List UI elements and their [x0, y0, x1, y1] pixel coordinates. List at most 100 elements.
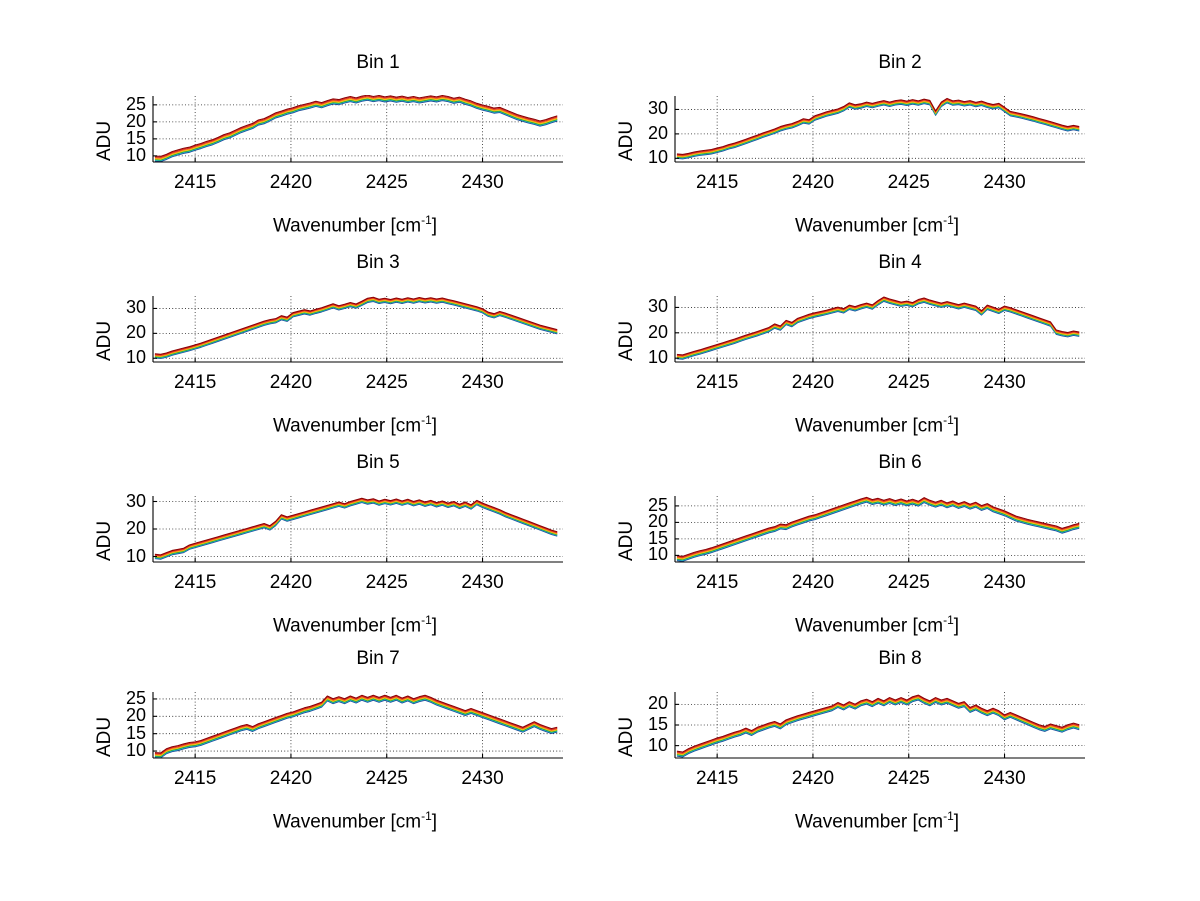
series-line [154, 299, 558, 358]
series-line [676, 300, 1080, 360]
series-line [154, 497, 558, 556]
subplot-title: Bin 2 [878, 52, 922, 73]
series-line [154, 698, 558, 758]
plot-axes [152, 295, 564, 363]
series-line [154, 697, 558, 757]
series-line [154, 296, 558, 355]
y-tick-label: 20 [647, 511, 668, 532]
plot-axes [152, 495, 564, 563]
x-tick-label: 2415 [174, 768, 217, 789]
series-line [154, 500, 558, 559]
x-axis-label: Wavenumber [cm-1] [272, 413, 438, 437]
x-tick-label: 2415 [174, 372, 217, 393]
x-tick-label: 2430 [983, 172, 1026, 193]
y-tick-label: 20 [647, 122, 668, 143]
x-tick-label: 2430 [983, 372, 1026, 393]
x-tick-label: 2430 [461, 172, 504, 193]
plot-axes [674, 95, 1086, 163]
series-line [676, 298, 1080, 358]
x-tick-label: 2425 [365, 172, 408, 193]
y-tick-label: 10 [647, 734, 668, 755]
series-line [676, 699, 1080, 758]
y-tick-label: 10 [647, 347, 668, 368]
series-line [154, 695, 558, 755]
y-tick-label: 10 [125, 545, 146, 566]
series-line [676, 497, 1080, 558]
series-line [154, 95, 558, 157]
x-tick-label: 2420 [269, 372, 313, 393]
series-line [154, 99, 558, 163]
x-tick-label: 2420 [791, 372, 835, 393]
series-line [154, 499, 558, 558]
y-tick-label: 10 [647, 147, 668, 168]
x-tick-label: 2420 [791, 768, 835, 789]
subplot-title: Bin 7 [356, 648, 400, 669]
series-line [676, 501, 1080, 562]
plot-axes [674, 295, 1086, 363]
series-line [676, 98, 1080, 156]
series-line [676, 697, 1080, 756]
x-axis-label: Wavenumber [cm-1] [272, 613, 438, 637]
y-tick-label: 25 [125, 687, 146, 708]
x-tick-label: 2415 [696, 372, 739, 393]
y-tick-label: 15 [125, 722, 146, 743]
series-line [154, 502, 558, 560]
series-line [154, 98, 558, 161]
series-line [676, 100, 1080, 158]
subplot-panel: Bin 5 ADU Wavenumber [cm-1] 10 20 30 2415 2420 2… [78, 452, 678, 652]
subplot-panel: Bin 7 ADU Wavenumber [cm-1] 10 15 20 25 2415 242… [78, 648, 678, 863]
subplot-panel: Bin 3 ADU Wavenumber [cm-1] 10 20 30 2415 2420 2… [78, 252, 678, 452]
y-tick-label: 20 [125, 322, 146, 343]
x-axis-label: Wavenumber [cm-1] [794, 213, 960, 237]
x-axis-label: Wavenumber [cm-1] [272, 809, 438, 833]
subplot-title: Bin 4 [878, 252, 922, 273]
series-line [676, 299, 1080, 359]
series-line [676, 298, 1080, 357]
x-tick-label: 2430 [461, 768, 504, 789]
series-line [676, 498, 1080, 559]
y-tick-label: 20 [647, 321, 668, 342]
x-tick-label: 2425 [365, 372, 408, 393]
x-tick-label: 2425 [365, 768, 408, 789]
y-tick-label: 20 [125, 110, 146, 131]
series-line [154, 696, 558, 756]
x-tick-label: 2415 [696, 572, 739, 593]
series-line [154, 698, 558, 757]
series-line [676, 694, 1080, 753]
x-tick-label: 2420 [269, 172, 313, 193]
plot-axes [152, 691, 564, 759]
subplot-panel: Bin 8 ADU Wavenumber [cm-1] 10 15 20 2415 2420 2… [600, 648, 1200, 863]
series-line [154, 95, 558, 158]
x-tick-label: 2420 [269, 768, 313, 789]
x-tick-label: 2425 [887, 572, 930, 593]
y-tick-label: 10 [647, 544, 668, 565]
series-line [676, 101, 1080, 159]
x-tick-label: 2430 [461, 572, 504, 593]
plot-axes [674, 495, 1086, 563]
y-tick-label: 30 [125, 490, 146, 511]
subplot-title: Bin 3 [356, 252, 400, 273]
subplot-panel: Bin 6 ADU Wavenumber [cm-1] 10 15 20 25 2415 242… [600, 452, 1200, 652]
series-line [676, 499, 1080, 560]
y-tick-label: 20 [125, 518, 146, 538]
y-tick-label: 30 [647, 98, 668, 119]
series-line [154, 699, 558, 759]
x-axis-label: Wavenumber [cm-1] [794, 613, 960, 637]
y-tick-label: 25 [647, 494, 668, 515]
series-line [676, 500, 1080, 561]
y-tick-label: 30 [647, 296, 668, 317]
series-line [154, 694, 558, 754]
y-tick-label: 10 [125, 144, 146, 165]
subplot-panel: Bin 1 ADU Wavenumber [cm-1] 10 15 20 25 2415 242… [78, 52, 678, 252]
series-line [676, 99, 1080, 157]
y-tick-label: 10 [125, 740, 146, 761]
x-tick-label: 2415 [696, 172, 739, 193]
series-line [676, 102, 1080, 160]
plot-axes [152, 95, 564, 163]
subplot-title: Bin 5 [356, 452, 400, 473]
y-tick-label: 15 [647, 527, 668, 548]
y-tick-label: 15 [647, 714, 668, 734]
x-axis-label: Wavenumber [cm-1] [794, 413, 960, 437]
x-tick-label: 2420 [791, 572, 835, 593]
